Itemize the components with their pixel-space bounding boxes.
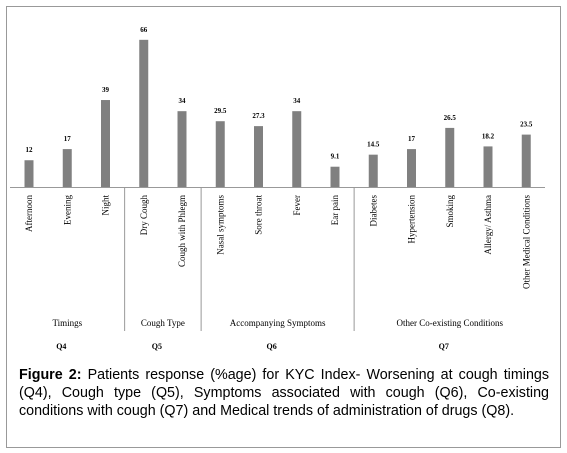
question-label: Q6 <box>267 342 277 351</box>
value-label: 27.3 <box>252 112 265 120</box>
question-label: Q5 <box>152 342 162 351</box>
x-tick-label: Evening <box>62 195 72 225</box>
bar <box>177 111 187 187</box>
group-label: Timings <box>52 318 82 328</box>
value-label: 29.5 <box>214 107 227 115</box>
bar <box>483 146 493 187</box>
bar <box>254 126 263 187</box>
x-tick-label: Sore throat <box>254 195 264 235</box>
x-tick-label: Smoking <box>445 195 455 228</box>
bar <box>330 166 340 187</box>
x-tick-label: Dry Cough <box>139 195 149 236</box>
x-tick-label: Hypertension <box>407 195 417 244</box>
x-tick-label: Allergy/ Asthma <box>483 195 493 255</box>
x-tick-label: Night <box>101 195 111 216</box>
value-label: 34 <box>293 97 301 105</box>
x-tick-label: Cough with Phlegm <box>177 195 187 267</box>
x-tick-label: Ear pain <box>330 195 340 226</box>
bar <box>101 100 110 187</box>
bar <box>292 111 302 187</box>
value-label: 12 <box>26 146 34 154</box>
bar <box>368 154 378 187</box>
value-label: 39 <box>102 86 110 94</box>
value-label: 17 <box>64 135 72 143</box>
caption: Figure 2: Patients response (%age) for K… <box>19 366 549 420</box>
x-tick-label: Afternoon <box>24 195 34 232</box>
value-label: 66 <box>140 26 148 34</box>
group-label: Accompanying Symptoms <box>230 318 326 328</box>
group-label: Other Co-existing Conditions <box>397 318 504 328</box>
frame <box>6 6 561 448</box>
caption-label: Figure 2: <box>19 367 82 383</box>
question-label: Q4 <box>56 342 66 351</box>
value-label: 34 <box>179 97 187 105</box>
value-label: 18.2 <box>482 132 495 140</box>
bar <box>139 39 149 187</box>
question-label: Q7 <box>439 342 449 351</box>
x-tick-label: Fever <box>292 195 302 216</box>
x-tick-label: Nasal symptoms <box>215 195 225 255</box>
value-label: 23.5 <box>520 121 533 129</box>
bar <box>445 127 455 187</box>
bar <box>407 149 416 187</box>
value-label: 14.5 <box>367 141 380 149</box>
value-label: 17 <box>408 135 416 143</box>
bar <box>62 149 72 187</box>
x-tick-label: Diabetes <box>368 195 378 227</box>
group-label: Cough Type <box>141 318 185 328</box>
caption-text: Patients response (%age) for KYC Index- … <box>19 367 549 419</box>
value-label: 26.5 <box>444 114 457 122</box>
x-tick-label: Other Medical Conditions <box>521 195 531 289</box>
bar <box>24 160 34 187</box>
bar <box>215 121 225 187</box>
bar <box>521 134 531 187</box>
value-label: 9.1 <box>331 153 340 161</box>
